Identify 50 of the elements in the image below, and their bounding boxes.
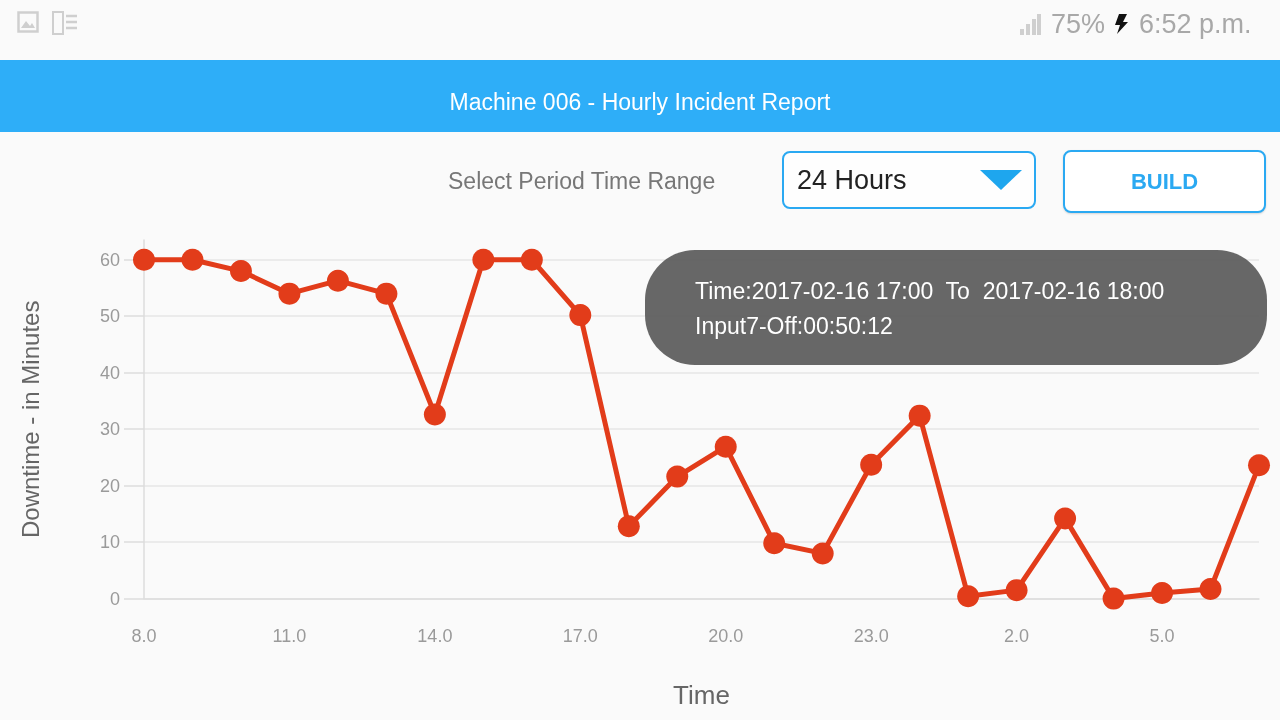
x-tick-label: 20.0 — [708, 625, 744, 646]
point — [375, 282, 398, 305]
y-axis-title: Downtime - in Minutes — [16, 300, 44, 539]
point — [714, 435, 737, 458]
point — [617, 515, 640, 538]
x-tick-label: 8.0 — [131, 625, 157, 646]
x-tick-label: 23.0 — [853, 625, 889, 646]
y-tick-label: 30 — [99, 419, 120, 440]
point — [666, 465, 689, 488]
point — [860, 453, 883, 476]
point — [1005, 579, 1028, 602]
x-tick-label: 2.0 — [1004, 625, 1030, 646]
y-tick-label: 60 — [99, 249, 120, 270]
chart-title: Machine 006 - Hourly Incident Report — [449, 88, 832, 115]
tooltip: Time:2017-02-16 17:00 To 2017-02-16 18:00 Input7-Off:00:50:12 — [645, 250, 1267, 365]
annotation: Input7-Off:00:50:12 — [695, 313, 893, 339]
x-tick-label: 5.0 — [1149, 625, 1175, 646]
x-axis-title: Time — [673, 679, 730, 710]
point — [278, 282, 301, 305]
y-tick-label: 0 — [109, 588, 120, 609]
point — [472, 248, 495, 271]
point — [957, 585, 980, 608]
x-tick-label: 11.0 — [272, 625, 307, 646]
y-tick-label: 20 — [99, 475, 120, 496]
point — [133, 248, 155, 271]
dropdown-field: 24 Hours — [782, 151, 1036, 209]
text: Select Period Time Range — [448, 168, 716, 194]
point — [908, 404, 931, 427]
point — [326, 269, 349, 292]
point — [1102, 587, 1125, 610]
button: BUILD — [1063, 150, 1266, 213]
x-tick-label: 14.0 — [417, 625, 453, 646]
y-tick-label: 10 — [99, 532, 120, 553]
point — [1151, 581, 1174, 604]
point — [569, 304, 592, 327]
point — [1248, 454, 1270, 477]
point — [1054, 507, 1077, 530]
point — [520, 248, 543, 271]
text: 6:52 p.m. — [1139, 9, 1252, 39]
y-tick-label: 40 — [99, 362, 120, 383]
point — [181, 248, 204, 271]
x-tick-label: 17.0 — [562, 625, 598, 646]
point — [423, 403, 446, 426]
text: 75% — [1051, 9, 1106, 39]
annotation: Time:2017-02-16 17:00 To 2017-02-16 18:00 — [695, 278, 1165, 304]
point — [811, 542, 834, 565]
point — [1199, 578, 1222, 600]
point — [229, 260, 252, 283]
point — [763, 532, 786, 555]
y-tick-label: 50 — [99, 306, 120, 327]
